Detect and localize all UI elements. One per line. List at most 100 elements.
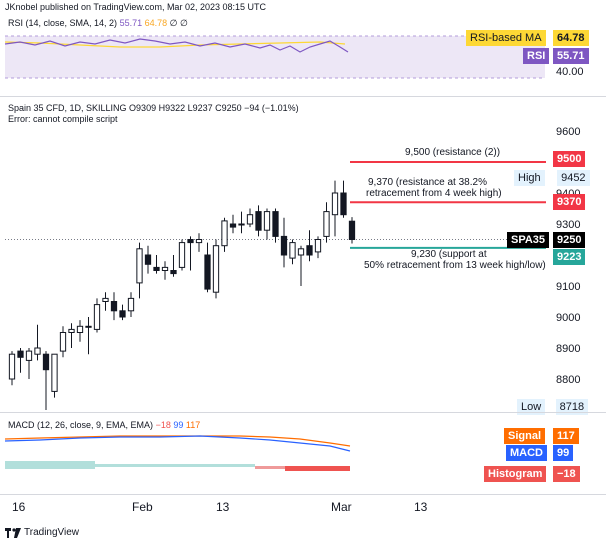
- candle-body: [314, 239, 322, 253]
- candle-body: [144, 254, 152, 265]
- candle-body: [42, 353, 50, 371]
- y-tick-label: 9000: [556, 312, 580, 324]
- candle-body: [204, 254, 211, 290]
- histogram-value-tag: −18: [553, 466, 580, 482]
- candle-body: [323, 211, 330, 237]
- candle-body: [263, 211, 271, 231]
- candle-body: [340, 192, 347, 216]
- candle-body: [110, 301, 118, 312]
- candle-body: [136, 248, 143, 284]
- main-legend[interactable]: Spain 35 CFD, 1D, SKILLING O9309 H9322 L…: [8, 103, 299, 113]
- tradingview-logo-icon: [5, 527, 21, 538]
- candle-body: [127, 297, 135, 312]
- script-error: Error: cannot compile script: [8, 114, 118, 124]
- x-axis[interactable]: 16 Feb 13 Mar 13: [0, 498, 546, 516]
- rsi-ma-tag: RSI-based MA: [466, 30, 546, 46]
- rsi-level-label: 40.00: [556, 66, 584, 78]
- candle-body: [59, 332, 67, 352]
- y-tick-label: 8800: [556, 374, 580, 386]
- histogram-label-tag: Histogram: [484, 466, 547, 482]
- resistance1-tag: 9370: [553, 194, 586, 210]
- high-value: 9452: [557, 170, 590, 186]
- candle-body: [306, 245, 313, 256]
- candle-body: [297, 248, 305, 256]
- candle-body: [76, 325, 84, 334]
- resistance2-annotation: 9,500 (resistance (2)): [405, 147, 501, 158]
- rsi-legend[interactable]: RSI (14, close, SMA, 14, 2) 55.71 64.78 …: [8, 18, 188, 29]
- candle-body: [280, 235, 288, 256]
- support-annotation-line1: 9,230 (support at: [411, 249, 487, 260]
- candle-body: [221, 220, 228, 247]
- candle-body: [34, 347, 41, 355]
- rsi-value-tag: 55.71: [553, 48, 589, 64]
- pane-divider-2[interactable]: [0, 412, 606, 413]
- macd-histogram: [5, 461, 350, 471]
- low-tag: Low 8718: [517, 397, 589, 415]
- x-tick-label: 16: [12, 500, 26, 514]
- candle-body: [119, 310, 126, 318]
- support-tag: 9223: [553, 249, 586, 265]
- rsi-legend-name: RSI (14, close, SMA, 14, 2): [8, 18, 118, 28]
- candle-body: [93, 304, 101, 330]
- rsi-pane: RSI (14, close, SMA, 14, 2) 55.71 64.78 …: [0, 14, 606, 92]
- rsi-legend-tail: ∅ ∅: [169, 18, 188, 28]
- macd-legend-name: MACD (12, 26, close, 9, EMA, EMA): [8, 420, 154, 430]
- rsi-value: 55.71: [557, 50, 585, 62]
- y-tick-label: 8900: [556, 343, 580, 355]
- candle-body: [195, 239, 203, 244]
- macd-chart[interactable]: [0, 413, 546, 493]
- low-label: Low: [517, 399, 546, 415]
- macd-value-tag: 99: [553, 445, 574, 461]
- support-annotation-line2: 50% retracement from 13 week high/low): [364, 260, 546, 271]
- candle-body: [255, 211, 262, 231]
- candle-body: [8, 353, 16, 380]
- tradingview-logo[interactable]: TradingView: [5, 527, 79, 538]
- candle-body: [246, 214, 254, 225]
- rsi-lines: [4, 35, 545, 79]
- candle-body: [68, 328, 75, 333]
- candle-body: [348, 220, 356, 240]
- macd-legend[interactable]: MACD (12, 26, close, 9, EMA, EMA) −18 99…: [8, 420, 200, 430]
- rsi-ma-label: RSI-based MA: [470, 32, 542, 44]
- macd-label-tag: MACD: [506, 445, 547, 461]
- candle-body: [187, 239, 194, 244]
- y-tick-label: 9100: [556, 281, 580, 293]
- rsi-ma-legend-value: 64.78: [144, 18, 168, 28]
- candle-body: [289, 242, 296, 259]
- rsi-ma-value-tag: 64.78: [553, 30, 589, 46]
- candle-body: [272, 211, 279, 237]
- x-tick-label: 13: [414, 500, 428, 514]
- x-tick-label: Mar: [331, 500, 352, 514]
- candle-body: [51, 353, 58, 392]
- candle-body: [85, 325, 92, 328]
- macd-signal-line: [4, 435, 351, 447]
- y-tick-label: 9300: [556, 219, 580, 231]
- close-price-tag: 9250: [553, 232, 586, 248]
- footer-brand: TradingView: [24, 527, 80, 538]
- signal-value-tag: 117: [553, 428, 579, 444]
- candle-body: [331, 192, 339, 216]
- high-tag: High 9452: [514, 168, 590, 186]
- candle-body: [153, 266, 160, 271]
- resistance1-annotation-line1: 9,370 (resistance at 38.2%: [368, 177, 487, 188]
- macd-legend-macd: 99: [173, 420, 184, 430]
- candle-body: [212, 245, 220, 293]
- resistance2-tag: 9500: [553, 151, 586, 167]
- rsi-label: RSI: [527, 50, 546, 62]
- price-chart[interactable]: 960095009400930092009100900089008800: [0, 97, 606, 410]
- candle-body: [161, 266, 169, 271]
- rsi-legend-value: 55.71: [119, 18, 143, 28]
- rsi-ma-value: 64.78: [557, 32, 585, 44]
- signal-label-tag: Signal: [504, 428, 546, 444]
- rsi-line: [4, 38, 349, 53]
- pane-divider-1[interactable]: [0, 96, 606, 97]
- candle-body: [17, 350, 24, 358]
- high-label: High: [514, 170, 545, 186]
- candle-body: [102, 297, 109, 302]
- low-value: 8718: [555, 399, 589, 415]
- rsi-tag: RSI: [523, 48, 550, 64]
- pane-divider-3: [0, 494, 606, 495]
- candle-body: [170, 270, 177, 275]
- macd-legend-hist: −18: [155, 420, 171, 430]
- x-tick-label: 13: [216, 500, 230, 514]
